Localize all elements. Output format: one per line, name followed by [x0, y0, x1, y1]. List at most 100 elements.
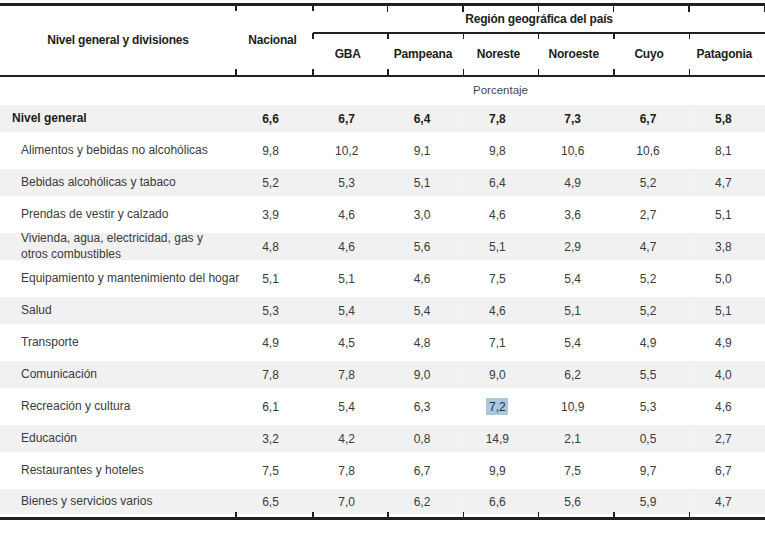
table-row: Restaurantes y hoteles7,57,86,79,97,59,7…	[0, 455, 765, 487]
value-cell: 3,0	[388, 199, 463, 231]
column-header-region: Cuyo	[614, 33, 689, 76]
value-cell: 5,3	[313, 167, 388, 199]
value-cell: 2,7	[690, 423, 765, 455]
value-cell: 7,5	[539, 455, 614, 487]
column-header-region: Patagonia	[690, 33, 765, 76]
value-cell: 7,5	[464, 263, 539, 295]
table-row: Equipamiento y mantenimiento del hogar5,…	[0, 263, 765, 295]
value-cell: 4,9	[614, 327, 689, 359]
table-row: Transporte4,94,54,87,15,44,94,9	[0, 327, 765, 359]
value-cell: 5,3	[236, 295, 313, 327]
table-body: Nivel general6,66,76,47,87,36,75,8Alimen…	[0, 103, 765, 519]
value-cell: 6,7	[388, 455, 463, 487]
table-row: Nivel general6,66,76,47,87,36,75,8	[0, 103, 765, 135]
value-cell: 4,6	[313, 231, 388, 263]
value-cell: 4,6	[464, 199, 539, 231]
value-cell: 5,5	[614, 359, 689, 391]
value-cell: 3,2	[236, 423, 313, 455]
value-cell: 5,1	[539, 295, 614, 327]
value-cell: 5,4	[313, 295, 388, 327]
value-cell: 5,1	[313, 263, 388, 295]
row-label: Comunicación	[0, 359, 236, 391]
unit-row-spacer	[0, 76, 236, 103]
table-row: Comunicación7,87,89,09,06,25,54,0	[0, 359, 765, 391]
value-cell: 5,1	[690, 199, 765, 231]
value-cell: 9,0	[464, 359, 539, 391]
value-cell: 4,6	[690, 391, 765, 423]
header-row-top: Nivel general y divisiones Nacional Regi…	[0, 5, 765, 33]
value-cell: 6,2	[539, 359, 614, 391]
value-cell: 5,3	[614, 391, 689, 423]
row-label: Restaurantes y hoteles	[0, 455, 236, 487]
value-cell: 3,8	[690, 231, 765, 263]
value-cell: 5,1	[690, 295, 765, 327]
value-cell: 3,6	[539, 199, 614, 231]
unit-label: Porcentaje	[236, 76, 765, 103]
value-cell: 7,8	[313, 359, 388, 391]
value-cell: 7,3	[539, 103, 614, 135]
value-cell: 7,2	[464, 391, 539, 423]
value-cell: 4,8	[388, 327, 463, 359]
value-cell: 6,7	[690, 455, 765, 487]
value-cell: 8,1	[690, 135, 765, 167]
regional-percentage-table: Nivel general y divisiones Nacional Regi…	[0, 3, 765, 520]
value-cell: 3,9	[236, 199, 313, 231]
value-cell: 4,7	[690, 487, 765, 519]
value-cell: 10,2	[313, 135, 388, 167]
value-cell: 6,7	[313, 103, 388, 135]
row-label: Equipamiento y mantenimiento del hogar	[0, 263, 236, 295]
table-row: Recreación y cultura6,15,46,37,210,95,34…	[0, 391, 765, 423]
table-row: Vivienda, agua, electricidad, gas y otro…	[0, 231, 765, 263]
value-cell: 6,6	[464, 487, 539, 519]
column-header-region-group: Región geográfica del país	[313, 5, 765, 33]
value-cell: 9,8	[464, 135, 539, 167]
table-row: Educación3,24,20,814,92,10,52,7	[0, 423, 765, 455]
value-cell: 5,4	[313, 391, 388, 423]
value-cell: 2,7	[614, 199, 689, 231]
value-cell: 9,1	[388, 135, 463, 167]
unit-row: Porcentaje	[0, 76, 765, 103]
value-cell: 5,1	[236, 263, 313, 295]
value-cell: 5,1	[388, 167, 463, 199]
value-cell: 6,2	[388, 487, 463, 519]
row-label: Prendas de vestir y calzado	[0, 199, 236, 231]
value-cell: 4,6	[388, 263, 463, 295]
value-cell: 4,8	[236, 231, 313, 263]
value-cell: 6,4	[388, 103, 463, 135]
value-cell: 5,0	[690, 263, 765, 295]
value-cell: 6,5	[236, 487, 313, 519]
value-cell: 4,0	[690, 359, 765, 391]
row-label: Nivel general	[0, 103, 236, 135]
value-cell: 4,5	[313, 327, 388, 359]
value-cell: 4,9	[236, 327, 313, 359]
value-cell: 10,6	[614, 135, 689, 167]
row-label: Vivienda, agua, electricidad, gas y otro…	[0, 231, 236, 263]
value-cell: 4,7	[690, 167, 765, 199]
highlighted-value: 7,2	[486, 398, 508, 415]
value-cell: 0,8	[388, 423, 463, 455]
value-cell: 7,1	[464, 327, 539, 359]
value-cell: 6,4	[464, 167, 539, 199]
value-cell: 7,8	[236, 359, 313, 391]
column-header-region: Pampeana	[388, 33, 463, 76]
value-cell: 4,6	[464, 295, 539, 327]
value-cell: 2,9	[539, 231, 614, 263]
row-label: Alimentos y bebidas no alcohólicas	[0, 135, 236, 167]
row-label: Bebidas alcohólicas y tabaco	[0, 167, 236, 199]
value-cell: 4,9	[539, 167, 614, 199]
row-label: Recreación y cultura	[0, 391, 236, 423]
table-row: Salud5,35,45,44,65,15,25,1	[0, 295, 765, 327]
value-cell: 5,6	[539, 487, 614, 519]
value-cell: 5,6	[388, 231, 463, 263]
table-row: Alimentos y bebidas no alcohólicas 9,8 10,…	[0, 135, 765, 167]
value-cell: 4,9	[690, 327, 765, 359]
row-label: Educación	[0, 423, 236, 455]
value-cell: 5,9	[614, 487, 689, 519]
value-cell: 5,4	[539, 327, 614, 359]
column-header-region: Noreste	[464, 33, 539, 76]
row-label: Salud	[0, 295, 236, 327]
value-cell: 7,8	[313, 455, 388, 487]
row-label: Bienes y servicios varios	[0, 487, 236, 519]
row-label: Transporte	[0, 327, 236, 359]
value-cell: 4,6	[313, 199, 388, 231]
